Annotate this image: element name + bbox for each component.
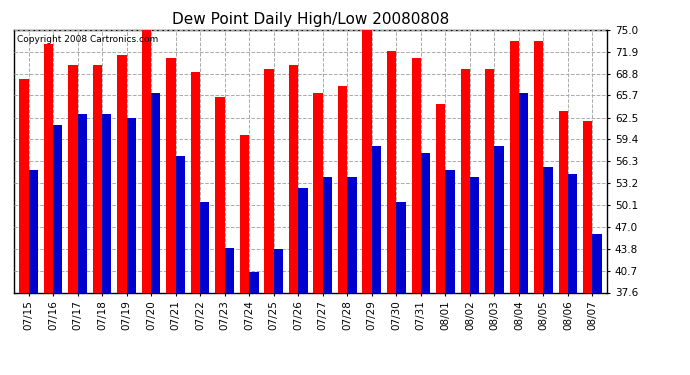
Bar xyxy=(53,125,62,292)
Bar xyxy=(249,272,259,292)
Bar xyxy=(151,93,161,292)
Bar xyxy=(313,93,323,292)
Bar xyxy=(387,51,396,292)
Bar xyxy=(240,135,249,292)
Bar xyxy=(126,118,136,292)
Bar xyxy=(485,69,495,292)
Bar xyxy=(200,202,210,292)
Bar xyxy=(510,40,519,292)
Bar xyxy=(583,121,593,292)
Bar xyxy=(338,86,347,292)
Title: Dew Point Daily High/Low 20080808: Dew Point Daily High/Low 20080808 xyxy=(172,12,449,27)
Bar xyxy=(495,146,504,292)
Bar xyxy=(347,177,357,292)
Bar xyxy=(225,248,234,292)
Bar xyxy=(568,174,578,292)
Bar xyxy=(519,93,529,292)
Bar xyxy=(372,146,381,292)
Bar xyxy=(559,111,568,292)
Bar xyxy=(117,55,126,292)
Bar xyxy=(534,40,544,292)
Bar xyxy=(176,156,185,292)
Bar xyxy=(215,97,225,292)
Bar xyxy=(460,69,470,292)
Bar xyxy=(289,65,298,292)
Bar xyxy=(264,69,274,292)
Bar xyxy=(470,177,479,292)
Bar xyxy=(77,114,87,292)
Bar xyxy=(191,72,200,292)
Bar xyxy=(142,23,151,293)
Bar xyxy=(445,170,455,292)
Bar xyxy=(68,65,77,292)
Text: Copyright 2008 Cartronics.com: Copyright 2008 Cartronics.com xyxy=(17,35,158,44)
Bar xyxy=(544,167,553,292)
Bar xyxy=(19,79,28,292)
Bar xyxy=(362,30,372,292)
Bar xyxy=(421,153,430,292)
Bar xyxy=(166,58,176,292)
Bar xyxy=(411,58,421,292)
Bar xyxy=(102,114,111,292)
Bar xyxy=(436,104,445,292)
Bar xyxy=(593,234,602,292)
Bar xyxy=(43,44,53,292)
Bar xyxy=(323,177,332,292)
Bar xyxy=(28,170,38,292)
Bar xyxy=(298,188,308,292)
Bar xyxy=(274,249,283,292)
Bar xyxy=(396,202,406,292)
Bar xyxy=(92,65,102,292)
